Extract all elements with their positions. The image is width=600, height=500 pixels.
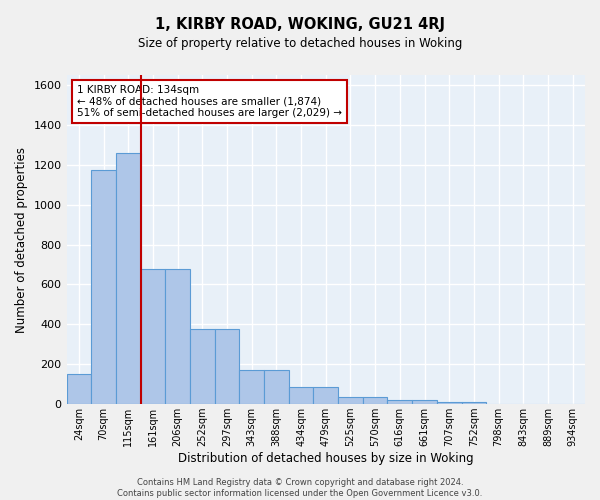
- Text: 1, KIRBY ROAD, WOKING, GU21 4RJ: 1, KIRBY ROAD, WOKING, GU21 4RJ: [155, 18, 445, 32]
- Bar: [363, 397, 388, 404]
- Bar: [388, 400, 412, 404]
- Bar: [412, 400, 437, 404]
- Bar: [190, 330, 215, 404]
- Bar: [91, 170, 116, 404]
- Bar: [67, 374, 91, 404]
- Bar: [264, 370, 289, 404]
- Bar: [461, 402, 486, 404]
- Text: Size of property relative to detached houses in Woking: Size of property relative to detached ho…: [138, 38, 462, 51]
- Bar: [289, 387, 313, 404]
- Bar: [116, 153, 140, 404]
- X-axis label: Distribution of detached houses by size in Woking: Distribution of detached houses by size …: [178, 452, 473, 465]
- Y-axis label: Number of detached properties: Number of detached properties: [15, 146, 28, 332]
- Text: 1 KIRBY ROAD: 134sqm
← 48% of detached houses are smaller (1,874)
51% of semi-de: 1 KIRBY ROAD: 134sqm ← 48% of detached h…: [77, 85, 342, 118]
- Bar: [239, 370, 264, 404]
- Bar: [338, 397, 363, 404]
- Bar: [313, 387, 338, 404]
- Bar: [165, 268, 190, 404]
- Bar: [140, 268, 165, 404]
- Bar: [215, 330, 239, 404]
- Text: Contains HM Land Registry data © Crown copyright and database right 2024.
Contai: Contains HM Land Registry data © Crown c…: [118, 478, 482, 498]
- Bar: [437, 402, 461, 404]
